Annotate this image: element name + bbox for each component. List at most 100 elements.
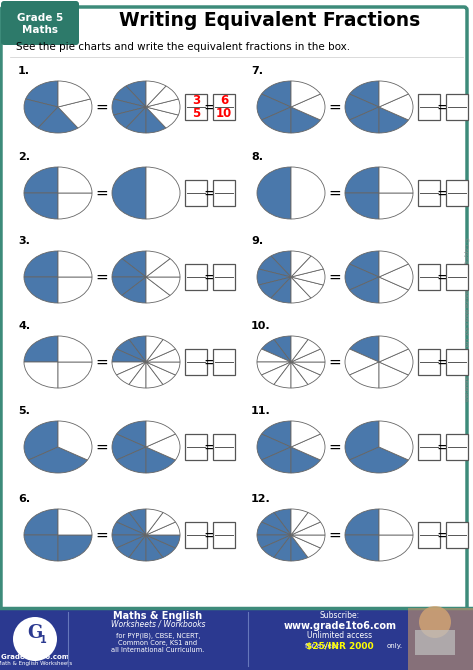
Text: =: =: [96, 100, 108, 115]
Wedge shape: [345, 535, 379, 561]
Wedge shape: [291, 421, 320, 447]
Wedge shape: [122, 251, 146, 277]
Wedge shape: [345, 193, 379, 219]
Wedge shape: [58, 509, 92, 535]
Wedge shape: [379, 277, 409, 303]
Wedge shape: [291, 447, 320, 473]
Bar: [418, 264, 440, 290]
Wedge shape: [262, 362, 291, 385]
Text: 10: 10: [216, 107, 232, 120]
Wedge shape: [146, 277, 170, 303]
Bar: [446, 264, 468, 290]
Wedge shape: [291, 349, 325, 362]
Text: =: =: [96, 186, 108, 200]
Wedge shape: [262, 340, 291, 362]
Text: 9.: 9.: [251, 236, 263, 246]
Text: =: =: [329, 186, 342, 200]
Wedge shape: [146, 535, 175, 557]
Wedge shape: [379, 193, 413, 219]
Wedge shape: [379, 264, 413, 290]
Bar: [446, 94, 468, 120]
Wedge shape: [257, 269, 291, 285]
Text: Unlimited access: Unlimited access: [307, 632, 373, 641]
Wedge shape: [262, 107, 291, 133]
Wedge shape: [146, 107, 166, 133]
Wedge shape: [271, 277, 291, 303]
Text: Maths & English: Maths & English: [114, 611, 202, 621]
Wedge shape: [379, 509, 413, 535]
Text: =: =: [329, 440, 342, 454]
Wedge shape: [58, 193, 92, 219]
Wedge shape: [146, 336, 163, 362]
Wedge shape: [291, 509, 308, 535]
Text: 2.: 2.: [18, 152, 30, 162]
Wedge shape: [126, 81, 146, 107]
Wedge shape: [146, 340, 175, 362]
Text: Common Core, KS1 and: Common Core, KS1 and: [118, 640, 198, 646]
Wedge shape: [259, 256, 291, 277]
Wedge shape: [146, 86, 178, 107]
Circle shape: [419, 606, 451, 638]
Text: =: =: [203, 527, 216, 543]
Wedge shape: [291, 362, 325, 375]
Wedge shape: [257, 349, 291, 362]
Text: =: =: [437, 440, 449, 454]
Wedge shape: [379, 349, 413, 375]
Wedge shape: [350, 251, 379, 277]
Wedge shape: [345, 167, 379, 193]
Wedge shape: [291, 362, 308, 388]
Wedge shape: [24, 421, 58, 460]
Wedge shape: [146, 362, 175, 385]
Wedge shape: [24, 277, 58, 303]
Wedge shape: [24, 535, 58, 561]
Wedge shape: [129, 535, 146, 561]
Wedge shape: [291, 362, 320, 385]
Bar: [0, 608, 473, 670]
Wedge shape: [24, 167, 58, 193]
Text: Writing Equivalent Fractions: Writing Equivalent Fractions: [119, 11, 420, 31]
Wedge shape: [345, 94, 379, 120]
Wedge shape: [350, 336, 379, 362]
Bar: [185, 180, 207, 206]
Text: 8.: 8.: [251, 152, 263, 162]
Wedge shape: [146, 99, 180, 115]
Text: =: =: [96, 269, 108, 285]
Text: G: G: [27, 624, 43, 642]
Text: © Copyright 2017 BeeOne Media Pvt. Ltd. All Rights Reserved.: © Copyright 2017 BeeOne Media Pvt. Ltd. …: [463, 237, 469, 403]
Wedge shape: [146, 81, 166, 107]
Wedge shape: [262, 421, 291, 447]
Wedge shape: [112, 167, 146, 219]
Wedge shape: [146, 107, 178, 128]
Bar: [185, 264, 207, 290]
Wedge shape: [257, 94, 291, 120]
Wedge shape: [112, 259, 146, 277]
Wedge shape: [58, 535, 92, 561]
Bar: [446, 522, 468, 548]
Wedge shape: [291, 513, 320, 535]
Text: Worksheets / Workbooks: Worksheets / Workbooks: [111, 620, 205, 628]
Wedge shape: [24, 336, 58, 362]
Wedge shape: [262, 81, 291, 107]
Bar: [213, 94, 235, 120]
Wedge shape: [58, 336, 92, 362]
Wedge shape: [262, 535, 291, 557]
Wedge shape: [26, 81, 58, 107]
Text: =: =: [96, 527, 108, 543]
Text: 4.: 4.: [18, 321, 30, 331]
Wedge shape: [116, 535, 146, 557]
Wedge shape: [350, 362, 379, 388]
Wedge shape: [291, 277, 311, 303]
Text: =: =: [437, 100, 449, 115]
Wedge shape: [24, 99, 58, 128]
Bar: [418, 349, 440, 375]
Wedge shape: [257, 362, 291, 375]
Text: 1.: 1.: [18, 66, 30, 76]
Text: for PYP(IB), CBSE, NCERT,: for PYP(IB), CBSE, NCERT,: [116, 632, 200, 639]
Wedge shape: [291, 256, 324, 277]
Wedge shape: [291, 251, 311, 277]
Wedge shape: [146, 513, 175, 535]
Wedge shape: [116, 421, 146, 447]
Bar: [408, 608, 473, 670]
Wedge shape: [58, 277, 92, 303]
Bar: [418, 434, 440, 460]
